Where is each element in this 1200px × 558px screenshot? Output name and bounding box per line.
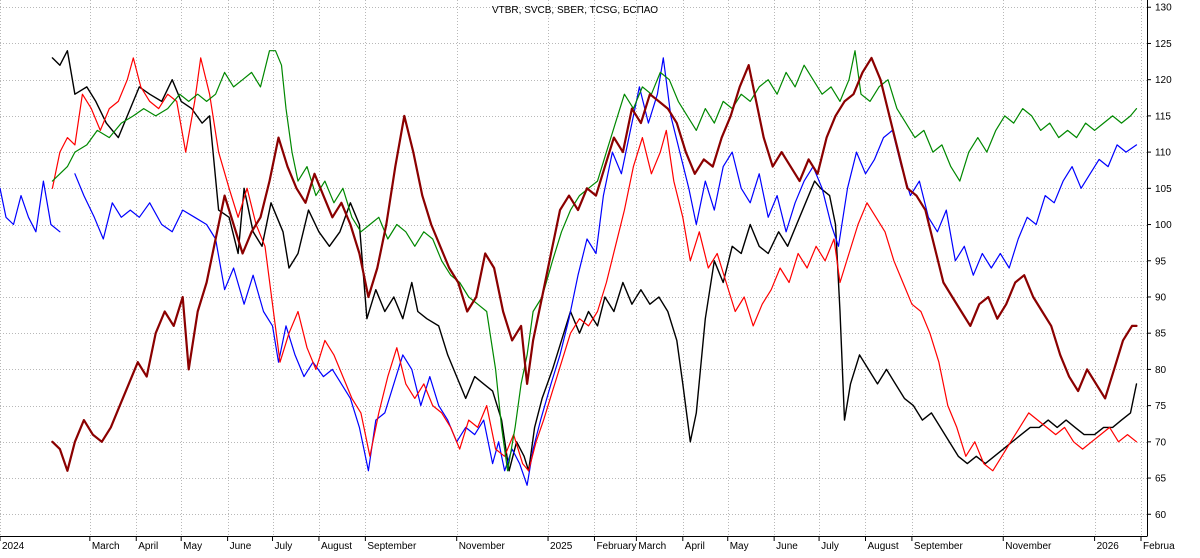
y-tick-label: 110: [1155, 148, 1171, 159]
x-tick-label: April: [685, 541, 705, 552]
y-tick-label: 75: [1155, 401, 1167, 412]
x-tick-label: 2026: [1097, 541, 1120, 552]
chart-title: VTBR, SVCB, SBER, TCSG, БСПАО: [492, 5, 658, 16]
series-line: [51, 56, 1138, 472]
series-line: [51, 57, 1138, 472]
x-tick-label: September: [367, 541, 417, 552]
x-tick-label: March: [92, 541, 120, 552]
x-tick-label: August: [867, 541, 898, 552]
y-tick-label: 70: [1155, 437, 1167, 448]
x-tick-label: May: [183, 541, 202, 552]
x-tick-label: September: [914, 541, 964, 552]
y-tick-label: 100: [1155, 220, 1172, 231]
y-tick-label: 65: [1155, 474, 1167, 485]
axes: [0, 0, 1148, 537]
x-tick-label: June: [230, 541, 252, 552]
series-lines: [0, 50, 1138, 486]
y-tick-label: 125: [1155, 39, 1172, 50]
series-line: [51, 50, 1138, 472]
series-line: [51, 50, 1138, 472]
x-tick-label: April: [138, 541, 158, 552]
x-tick-label: Februa: [1143, 541, 1175, 552]
y-tick-label: 95: [1155, 256, 1167, 267]
x-tick-label: July: [821, 541, 839, 552]
y-tick-label: 80: [1155, 365, 1167, 376]
x-tick-label: May: [730, 541, 749, 552]
x-tick-labels: 2024 March April May June July August September…: [0, 536, 1175, 552]
x-tick-label: 2024: [2, 541, 25, 552]
x-tick-label: November: [459, 541, 506, 552]
y-tick-label: 120: [1155, 75, 1172, 86]
y-tick-labels: 60 65 70 75 80 85 90 95 100 105 110 115 120 125 130: [1147, 3, 1172, 521]
y-tick-label: 130: [1155, 3, 1172, 14]
x-tick-label: February: [596, 541, 636, 552]
y-tick-label: 85: [1155, 329, 1167, 340]
y-tick-label: 90: [1155, 292, 1167, 303]
y-tick-label: 115: [1155, 111, 1171, 122]
x-tick-label: June: [776, 541, 798, 552]
series-line: [74, 57, 1138, 486]
series-line: [0, 180, 61, 233]
x-tick-label: 2025: [550, 541, 573, 552]
x-tick-label: July: [275, 541, 293, 552]
y-tick-label: 60: [1155, 510, 1167, 521]
x-tick-label: November: [1005, 541, 1052, 552]
y-tick-label: 105: [1155, 184, 1172, 195]
x-tick-label: March: [638, 541, 666, 552]
x-tick-label: August: [321, 541, 352, 552]
